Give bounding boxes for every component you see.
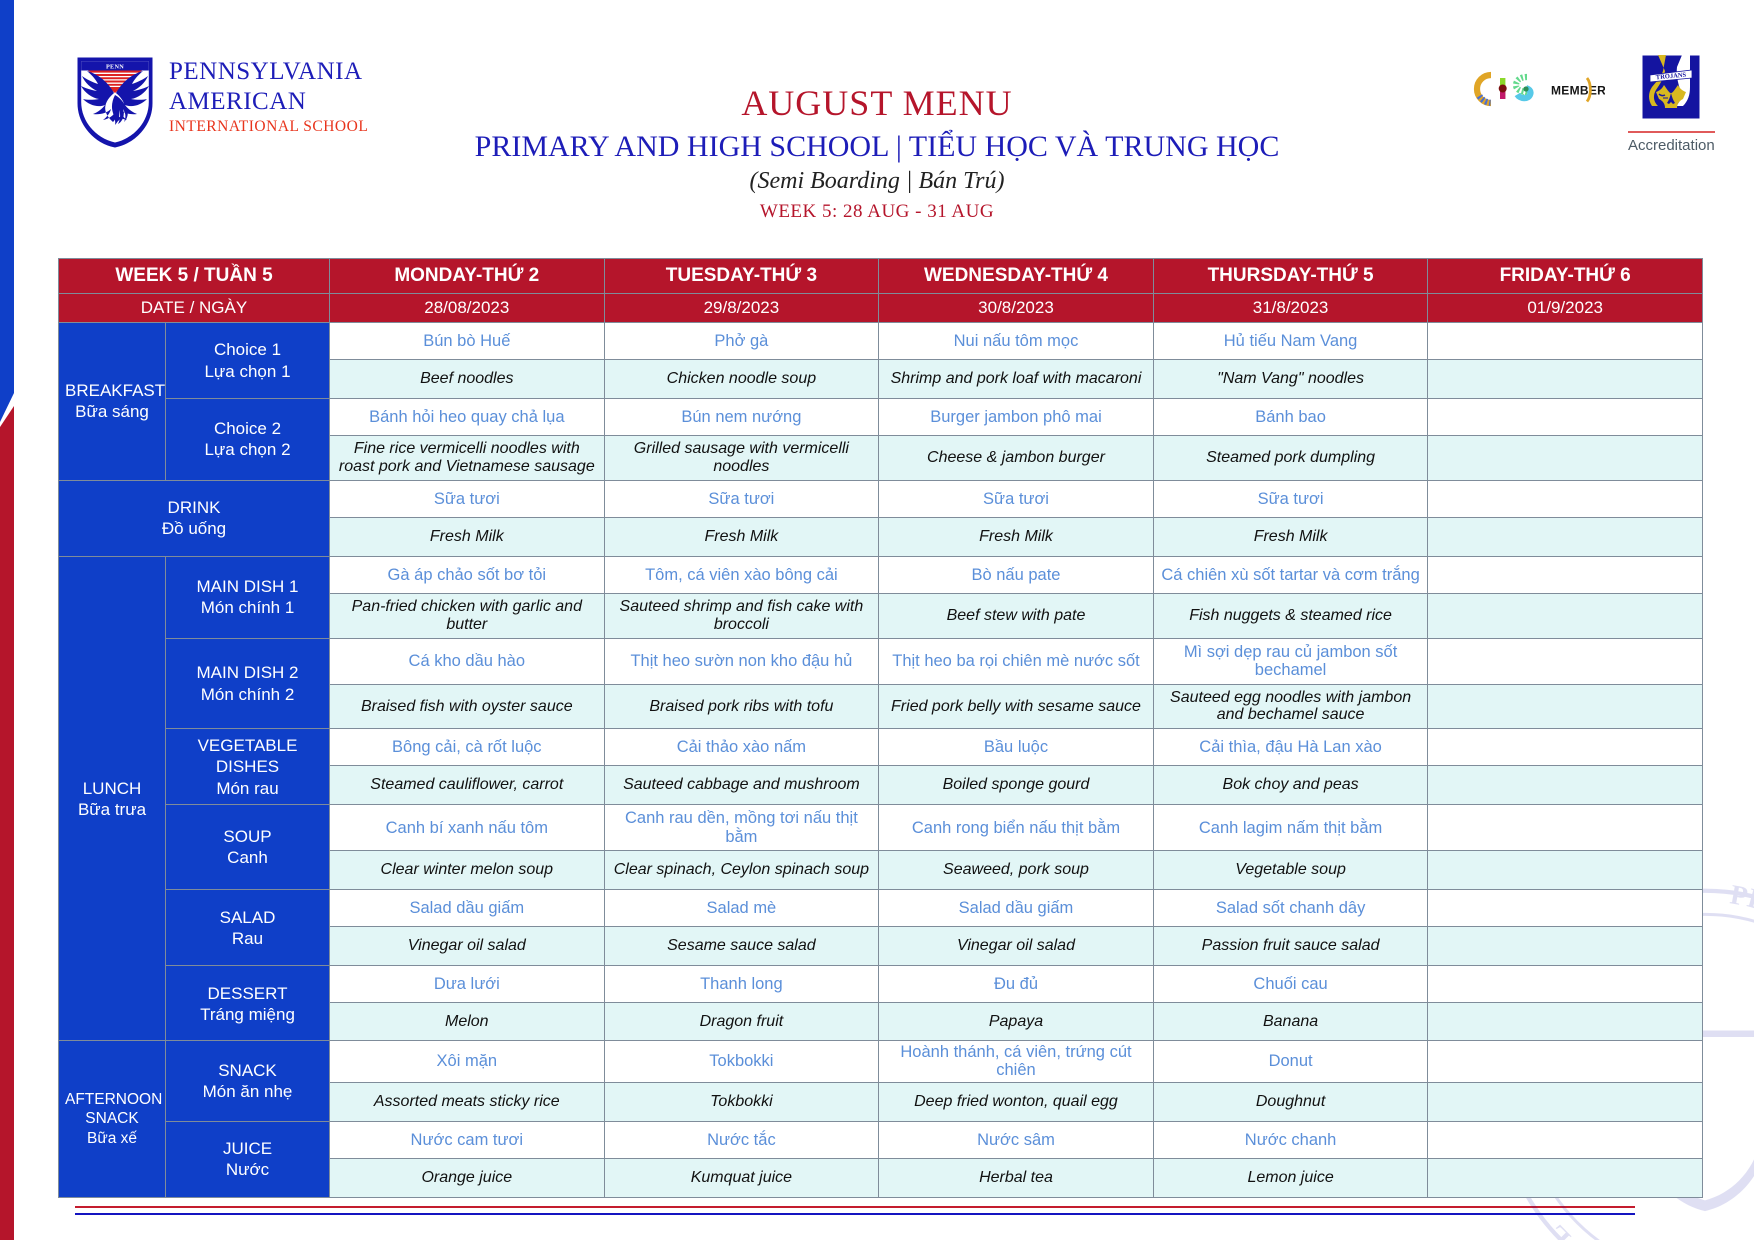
svg-text:PENN: PENN bbox=[106, 64, 124, 71]
svg-text:MEMBER: MEMBER bbox=[1551, 84, 1605, 98]
